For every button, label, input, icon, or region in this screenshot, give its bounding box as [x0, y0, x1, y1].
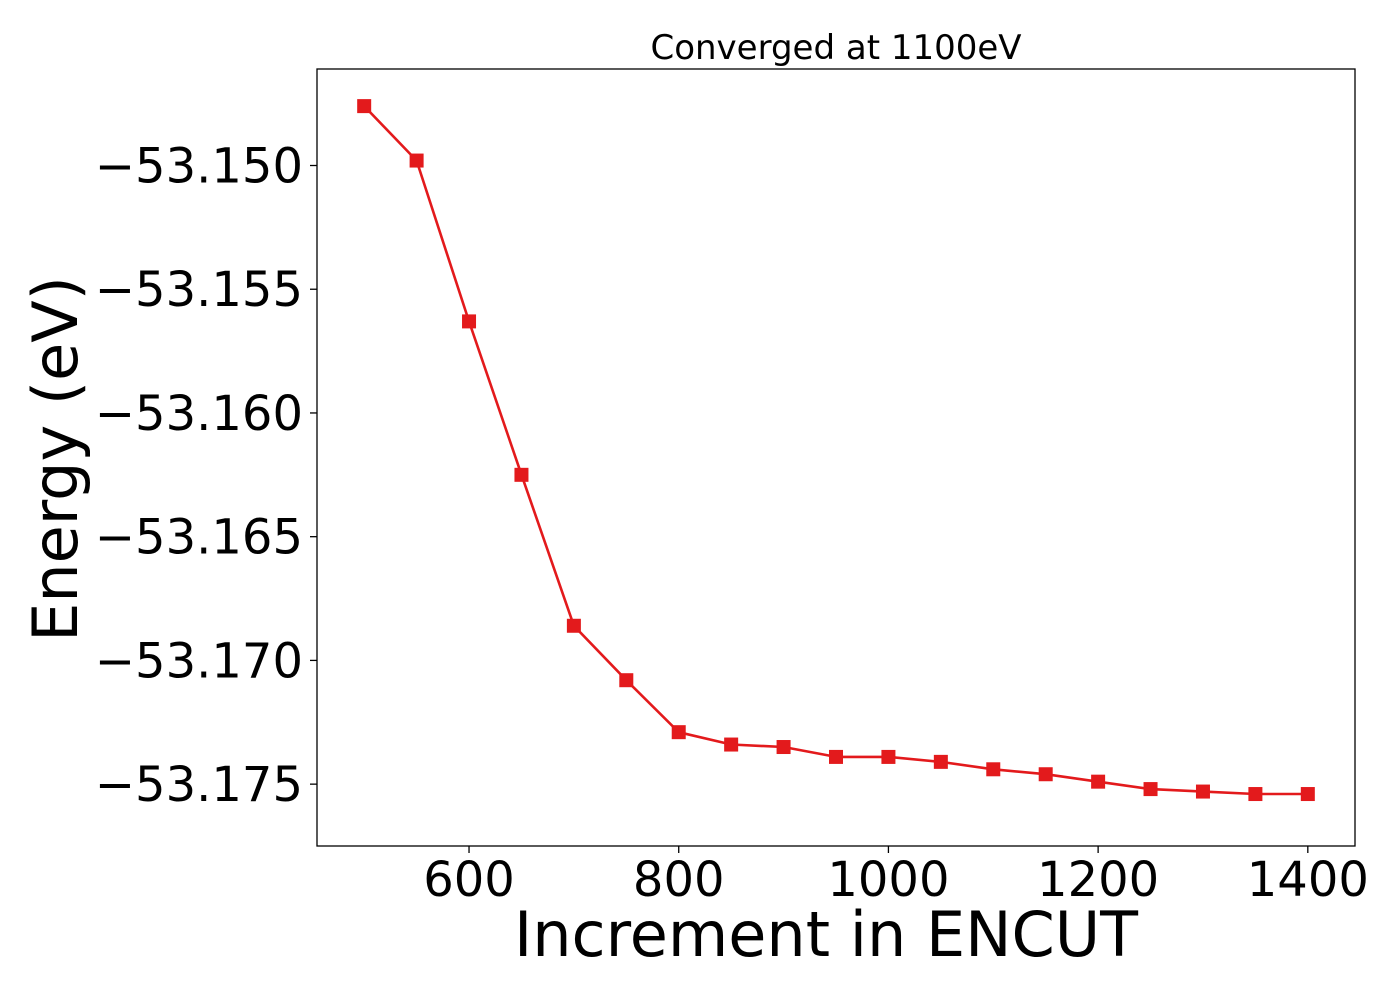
data-point-marker	[881, 749, 896, 764]
data-point-marker	[1091, 774, 1106, 789]
data-point-marker	[566, 618, 581, 633]
data-point-marker	[357, 99, 372, 114]
x-axis-ticks: 600 800 1000 1200 1400	[423, 846, 1369, 908]
data-point-marker	[1300, 787, 1315, 802]
y-tick-label: −53.175	[95, 757, 303, 813]
y-tick-label: −53.150	[95, 139, 303, 195]
y-tick-label: −53.160	[95, 386, 303, 442]
x-tick-label: 600	[423, 852, 515, 908]
data-point-marker	[1248, 787, 1263, 802]
data-point-marker	[1143, 782, 1158, 797]
x-tick-label: 1400	[1247, 852, 1369, 908]
data-point-marker	[933, 754, 948, 769]
plot-frame	[316, 68, 1356, 847]
series-line	[363, 105, 1308, 796]
data-point-marker	[462, 314, 477, 329]
data-point-marker	[776, 740, 791, 755]
data-point-marker	[1038, 767, 1053, 782]
chart-title: Converged at 1100eV	[650, 28, 1021, 68]
data-point-marker	[1195, 784, 1210, 799]
data-point-marker	[671, 725, 686, 740]
data-point-marker	[986, 762, 1001, 777]
y-tick-label: −53.155	[95, 262, 303, 318]
data-point-marker	[724, 737, 739, 752]
x-axis-label: Increment in ENCUT	[514, 898, 1139, 971]
y-tick-label: −53.165	[95, 510, 303, 566]
x-tick-label: 1000	[827, 852, 949, 908]
series-layer	[357, 99, 1315, 802]
x-tick-label: 1200	[1037, 852, 1159, 908]
y-tick-label: −53.170	[95, 633, 303, 689]
y-axis-label: Energy (eV)	[19, 276, 92, 642]
data-point-marker	[829, 749, 843, 764]
data-point-marker	[514, 467, 529, 482]
data-point-marker	[619, 673, 634, 688]
data-point-marker	[409, 153, 424, 168]
x-tick-label: 800	[633, 852, 725, 908]
y-axis-ticks: −53.150 −53.155 −53.160 −53.165 −53.170 −53.1…	[95, 139, 317, 813]
